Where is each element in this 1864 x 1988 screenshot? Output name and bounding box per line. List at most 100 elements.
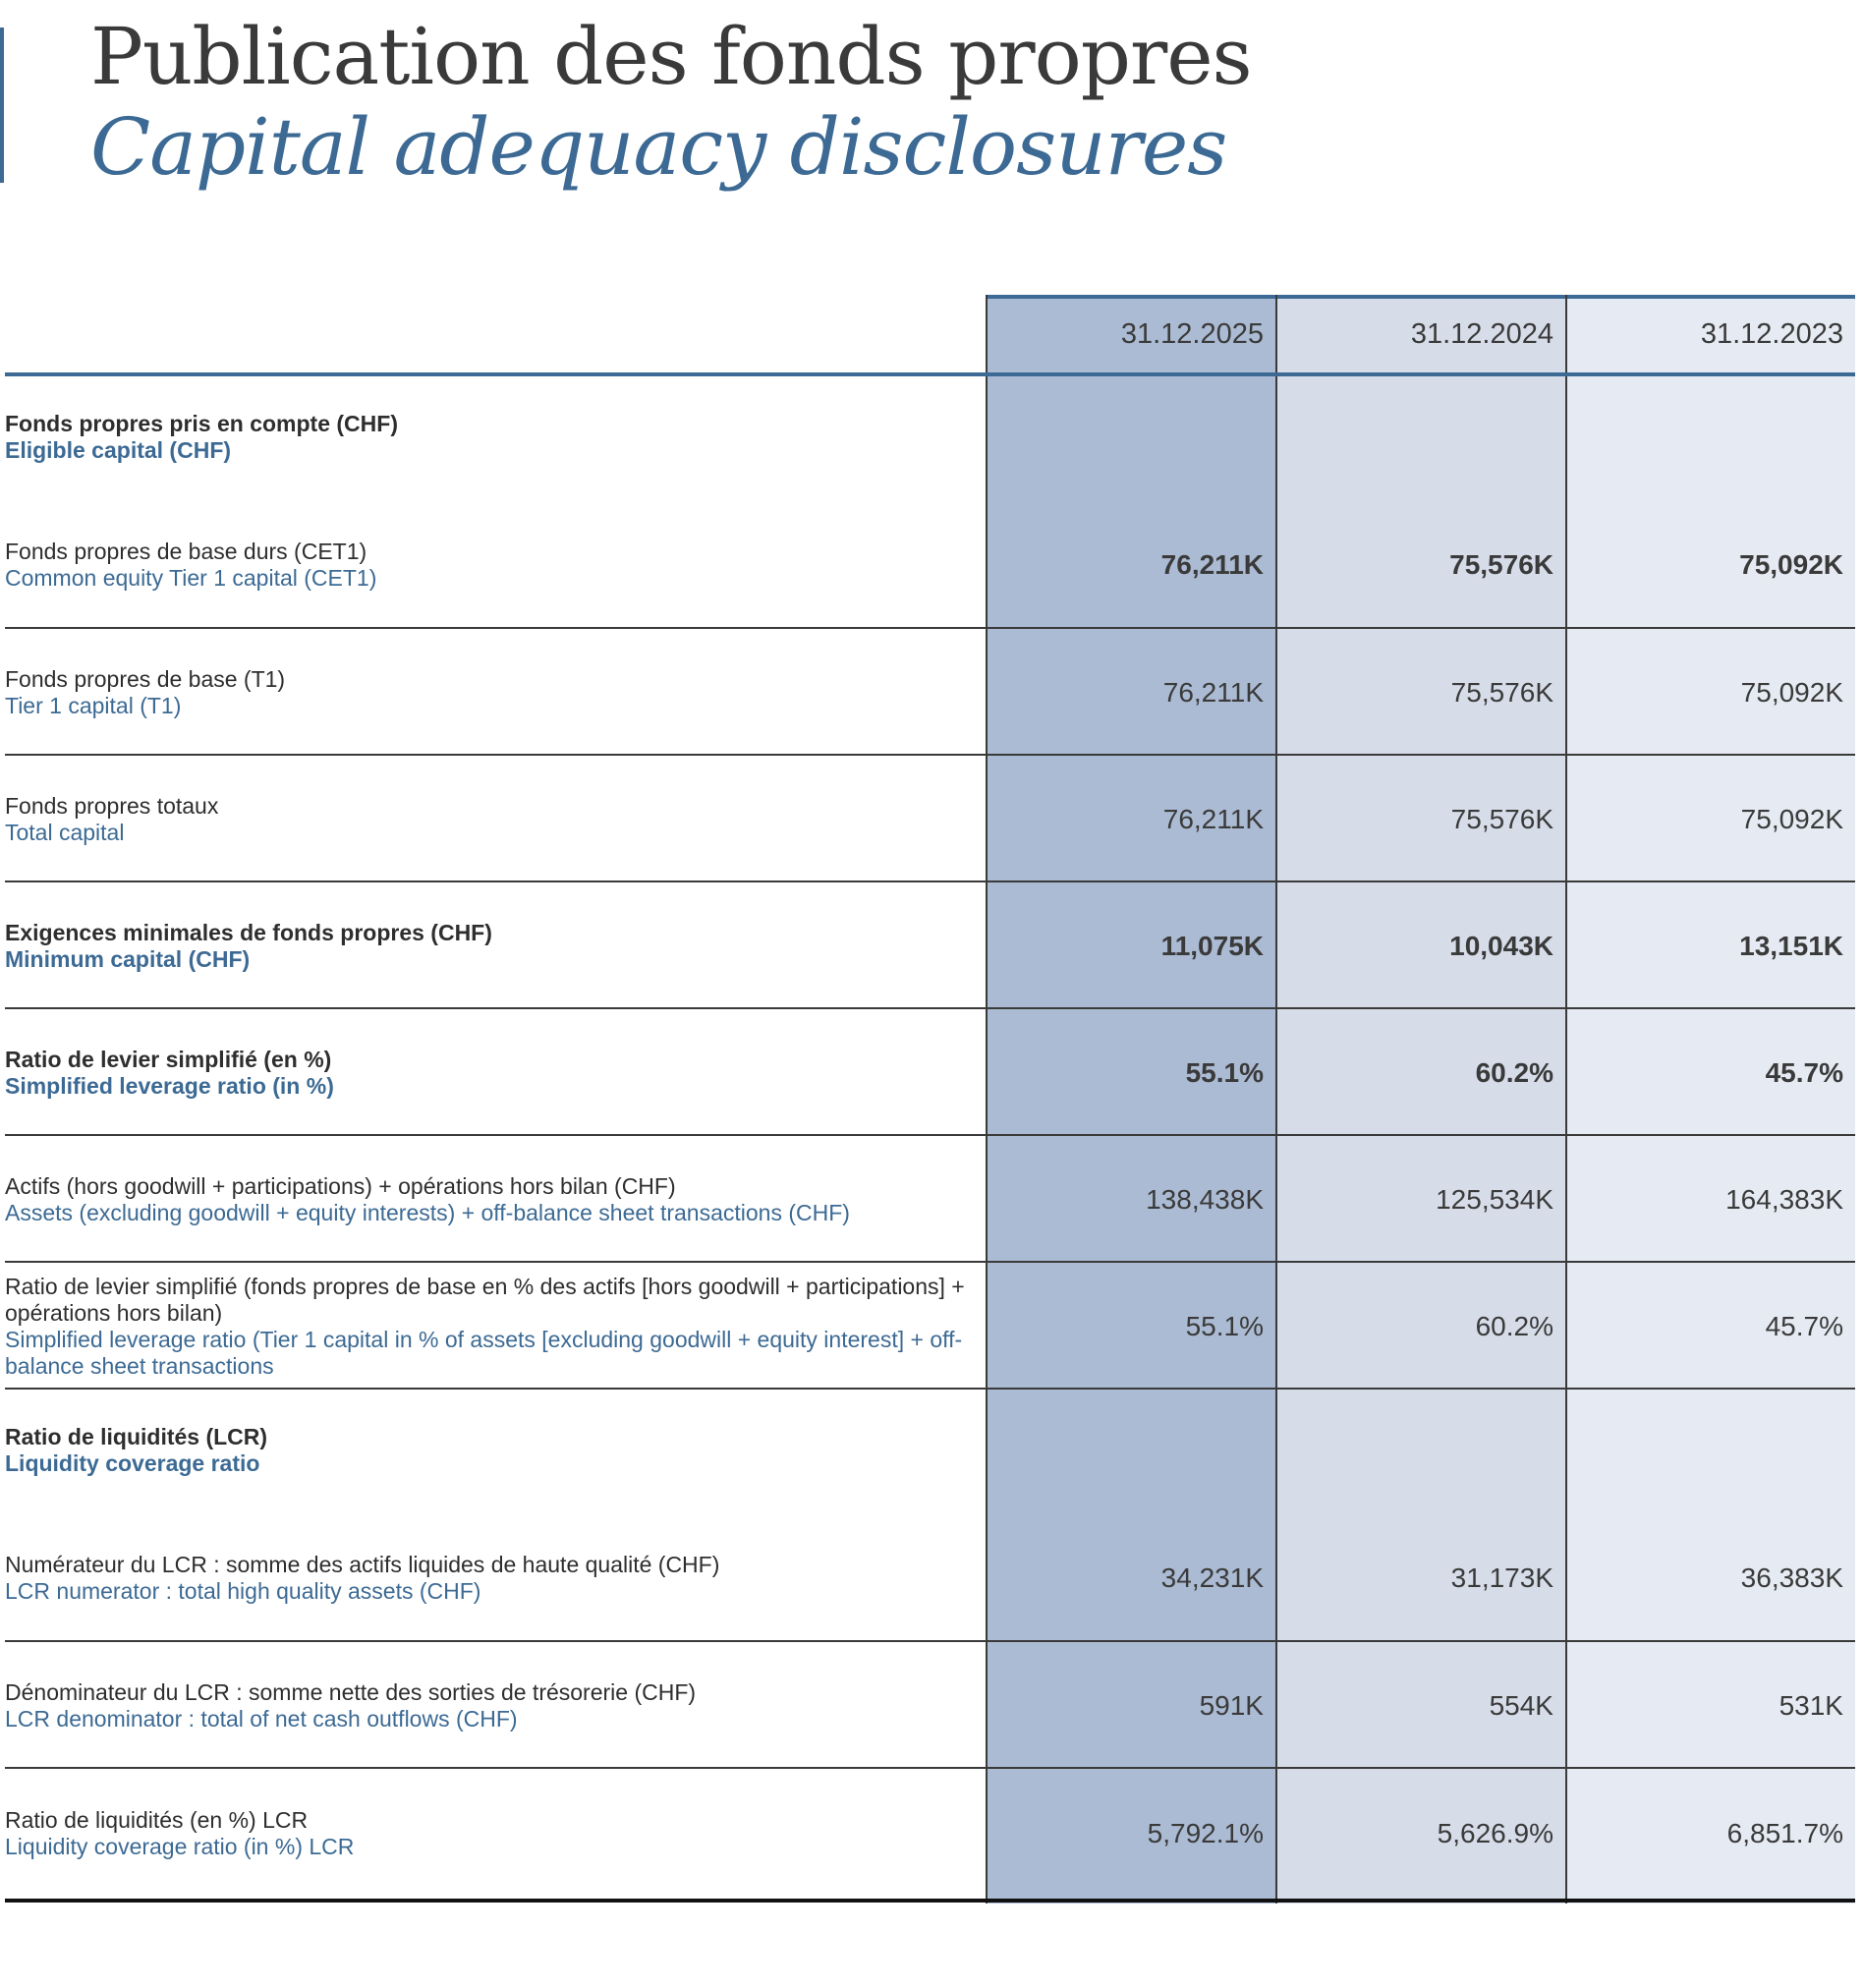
cell-value-31.12.2025: 55.1%: [1185, 1310, 1264, 1341]
cell-value-31.12.2024: 125,534K: [1436, 1183, 1553, 1215]
row-label-english: Liquidity coverage ratio: [5, 1450, 260, 1476]
cell-value-31.12.2025: 76,211K: [1162, 803, 1264, 834]
cell-value-31.12.2025: 5,792.1%: [1147, 1818, 1264, 1848]
row-label: Dénominateur du LCR : somme nette des so…: [5, 1642, 988, 1769]
row-divider: [5, 754, 1855, 756]
row-label-french: Ratio de levier simplifié (fonds propres…: [5, 1273, 965, 1326]
table-row: Numérateur du LCR : somme des actifs liq…: [5, 1514, 1855, 1642]
row-label-french: Fonds propres de base durs (CET1): [5, 539, 367, 564]
header-bottom-rule: [5, 372, 1855, 376]
row-label: Numérateur du LCR : somme des actifs liq…: [5, 1514, 988, 1642]
page-title: Publication des fonds propres Capital ad…: [90, 11, 1253, 187]
table-row: Fonds propres de base (T1) Tier 1 capital…: [5, 629, 1855, 756]
column-divider: [986, 295, 988, 1903]
cell-value-31.12.2025: 76,211K: [1162, 676, 1264, 708]
cell-value-31.12.2024: 554K: [1489, 1689, 1553, 1721]
row-label-french: Fonds propres de base (T1): [5, 665, 286, 692]
column-divider: [1275, 295, 1277, 1903]
table-row: Fonds propres pris en compte (CHF) Eligib…: [5, 376, 1855, 501]
row-label-english: Minimum capital (CHF): [5, 945, 251, 972]
table-row: Fonds propres totaux Total capital 76,211K…: [5, 756, 1855, 882]
row-label-french: Ratio de liquidités (LCR): [5, 1424, 268, 1449]
row-label: Ratio de levier simplifié (fonds propres…: [5, 1263, 988, 1390]
row-label-french: Ratio de levier simplifié (en %): [5, 1046, 332, 1072]
row-label-english: Tier 1 capital (T1): [5, 692, 182, 718]
row-label-english: Total capital: [5, 819, 125, 845]
title-french: Publication des fonds propres: [90, 11, 1253, 102]
row-divider: [5, 880, 1855, 882]
table-row: Ratio de liquidités (en %) LCR Liquidity …: [5, 1769, 1855, 1899]
table-row: Ratio de levier simplifié (fonds propres…: [5, 1263, 1855, 1390]
column-bg-2023: [1566, 295, 1855, 1903]
cell-value-31.12.2024: 5,626.9%: [1437, 1818, 1553, 1848]
cell-value-31.12.2023: 75,092K: [1740, 803, 1843, 834]
row-label: Fonds propres de base (T1) Tier 1 capital…: [5, 629, 988, 756]
cell-value-31.12.2023: 75,092K: [1740, 676, 1843, 708]
cell-value-31.12.2024: 10,043K: [1449, 930, 1553, 961]
column-divider: [1565, 295, 1567, 1903]
table-row: Dénominateur du LCR : somme nette des so…: [5, 1642, 1855, 1769]
cell-value-31.12.2023: 45.7%: [1765, 1310, 1843, 1341]
table-row: Ratio de levier simplifié (en %) Simplifi…: [5, 1009, 1855, 1136]
row-label-english: Assets (excluding goodwill + equity inte…: [5, 1199, 850, 1225]
row-divider: [5, 1640, 1855, 1642]
cell-value-31.12.2024: 75,576K: [1450, 803, 1553, 834]
cell-value-31.12.2025: 11,075K: [1160, 930, 1264, 961]
cell-value-31.12.2023: 6,851.7%: [1726, 1818, 1843, 1848]
cell-value-31.12.2024: 31,173K: [1450, 1562, 1553, 1593]
row-label-english: LCR denominator : total of net cash outf…: [5, 1705, 518, 1732]
table-row: Exigences minimales de fonds propres (CH…: [5, 882, 1855, 1009]
row-label-french: Actifs (hors goodwill + participations) …: [5, 1172, 676, 1199]
cell-value-31.12.2023: 164,383K: [1725, 1183, 1843, 1215]
row-label-english: LCR numerator : total high quality asset…: [5, 1578, 481, 1604]
row-divider: [5, 1767, 1855, 1769]
row-label: Ratio de levier simplifié (en %) Simplifi…: [5, 1009, 988, 1136]
row-label-french: Dénominateur du LCR : somme nette des so…: [5, 1678, 697, 1705]
capital-table: 31.12.2025 31.12.2024 31.12.2023 Fonds p…: [5, 295, 1855, 1903]
row-label-french: Numérateur du LCR : somme des actifs liq…: [5, 1552, 720, 1577]
row-label-french: Fonds propres pris en compte (CHF): [5, 411, 398, 436]
table-row: Ratio de liquidités (LCR) Liquidity cover…: [5, 1390, 1855, 1514]
cell-value-31.12.2023: 36,383K: [1740, 1562, 1843, 1593]
header-top-rule: [986, 295, 1855, 299]
row-label: Fonds propres totaux Total capital: [5, 756, 988, 882]
cell-value-31.12.2025: 591K: [1199, 1689, 1264, 1721]
row-divider: [5, 1261, 1855, 1263]
row-label-english: Eligible capital (CHF): [5, 437, 232, 463]
row-label: Exigences minimales de fonds propres (CH…: [5, 882, 988, 1009]
cell-value-31.12.2025: 76,211K: [1160, 549, 1264, 580]
row-label: Fonds propres pris en compte (CHF) Eligib…: [5, 411, 988, 464]
cell-value-31.12.2023: 45.7%: [1765, 1056, 1843, 1088]
column-header-2025: 31.12.2025: [1120, 317, 1264, 350]
row-label: Actifs (hors goodwill + participations) …: [5, 1136, 988, 1263]
row-label-english: Simplified leverage ratio (in %): [5, 1072, 334, 1099]
cell-value-31.12.2024: 60.2%: [1475, 1310, 1553, 1341]
row-label-french: Exigences minimales de fonds propres (CH…: [5, 919, 492, 945]
row-label-french: Ratio de liquidités (en %) LCR: [5, 1807, 309, 1833]
row-label: Ratio de liquidités (LCR) Liquidity cover…: [5, 1424, 988, 1477]
cell-value-31.12.2024: 75,576K: [1449, 549, 1553, 580]
table-bottom-rule: [5, 1899, 1855, 1903]
row-divider: [5, 627, 1855, 629]
row-label: Fonds propres de base durs (CET1) Common …: [5, 501, 988, 629]
row-divider: [5, 1134, 1855, 1136]
cell-value-31.12.2024: 60.2%: [1475, 1056, 1553, 1088]
row-label-english: Simplified leverage ratio (Tier 1 capita…: [5, 1326, 963, 1379]
cell-value-31.12.2025: 55.1%: [1185, 1056, 1264, 1088]
column-bg-2024: [1276, 295, 1565, 1903]
row-label-english: Liquidity coverage ratio (in %) LCR: [5, 1834, 355, 1859]
row-label: Ratio de liquidités (en %) LCR Liquidity …: [5, 1769, 988, 1899]
column-bg-2025: [987, 295, 1275, 1903]
row-divider: [5, 1007, 1855, 1009]
cell-value-31.12.2023: 13,151K: [1739, 930, 1843, 961]
row-label-english: Common equity Tier 1 capital (CET1): [5, 565, 377, 591]
cell-value-31.12.2023: 75,092K: [1739, 549, 1843, 580]
row-divider: [5, 1388, 1855, 1390]
table-row: Actifs (hors goodwill + participations) …: [5, 1136, 1855, 1263]
cell-value-31.12.2025: 138,438K: [1146, 1183, 1264, 1215]
cell-value-31.12.2024: 75,576K: [1450, 676, 1553, 708]
column-header-2024: 31.12.2024: [1410, 317, 1553, 350]
column-header-2023: 31.12.2023: [1700, 317, 1843, 350]
cell-value-31.12.2025: 34,231K: [1160, 1562, 1264, 1593]
cell-value-31.12.2023: 531K: [1779, 1689, 1843, 1721]
